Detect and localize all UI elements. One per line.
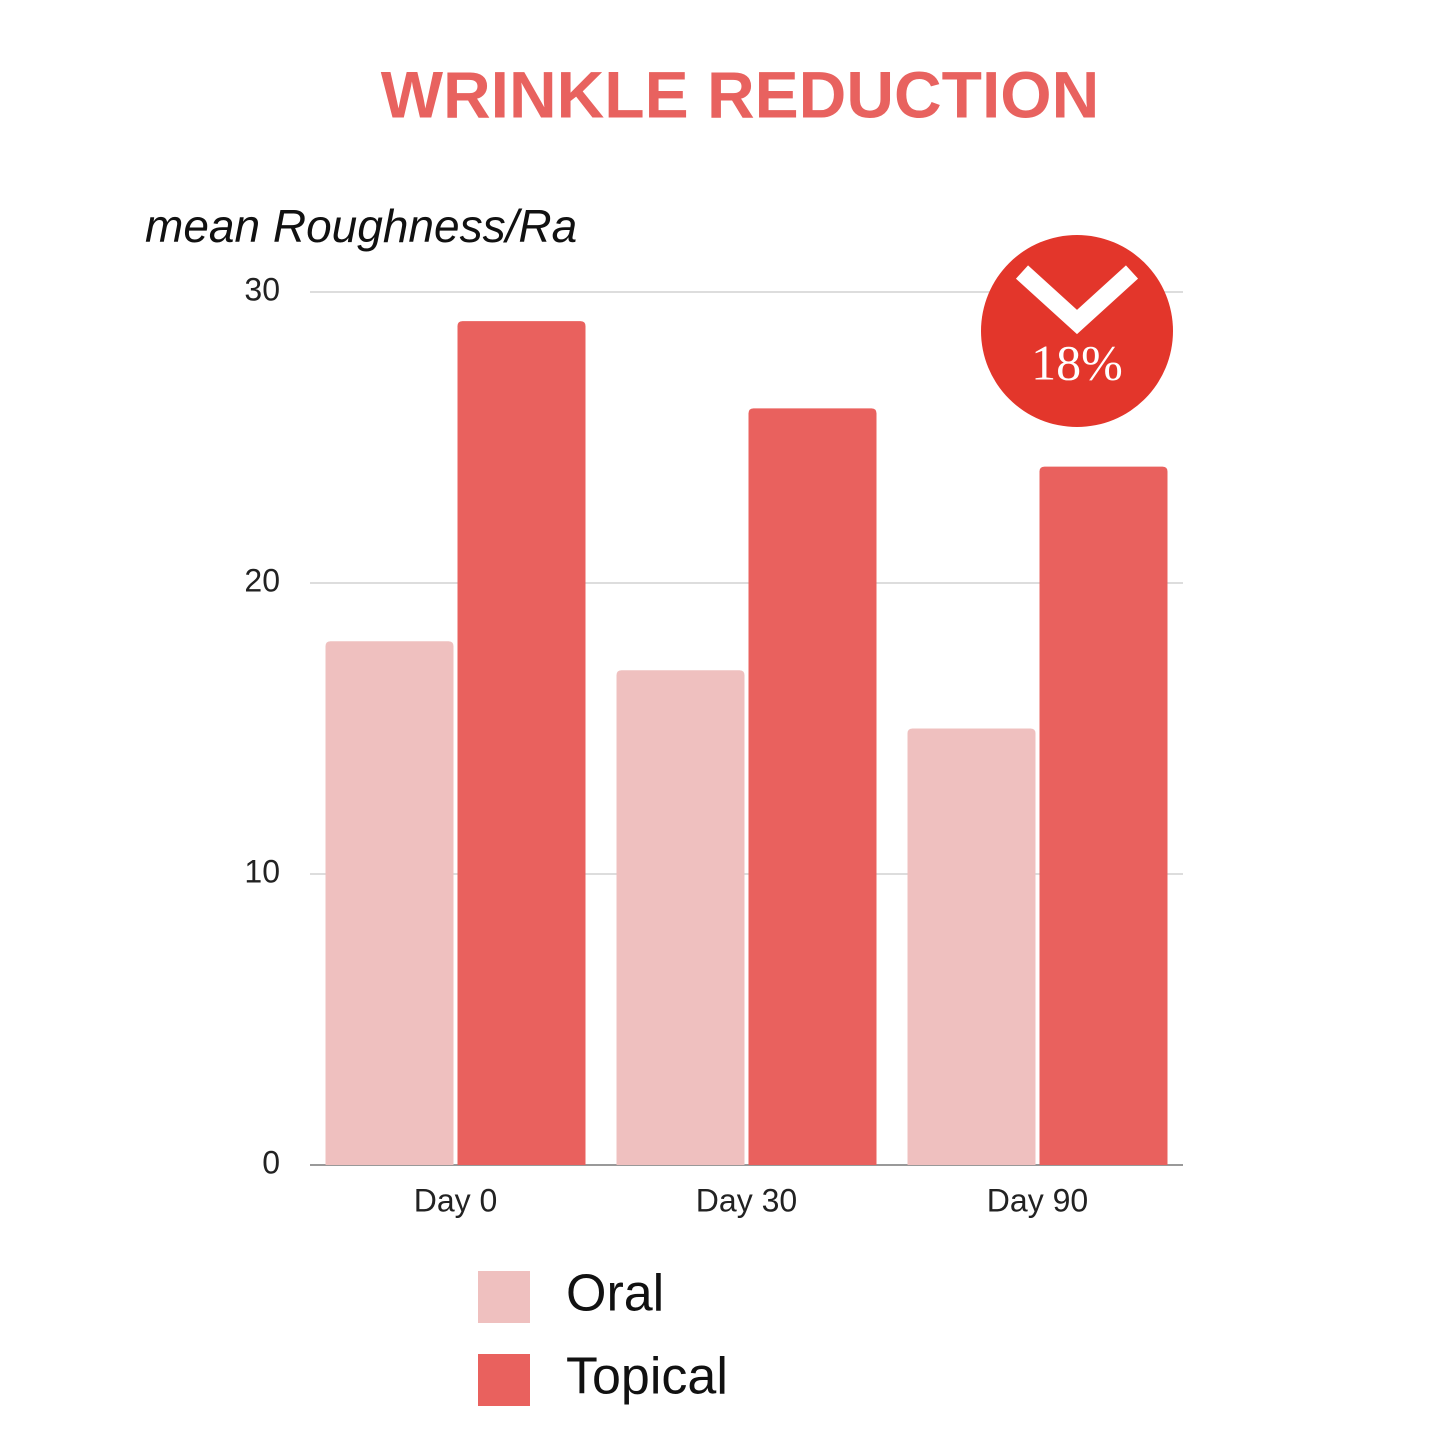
x-tick-label: Day 90 — [987, 1182, 1088, 1218]
x-tick-label: Day 0 — [414, 1182, 498, 1218]
legend-label: Oral — [566, 1265, 664, 1323]
y-tick-label: 30 — [244, 271, 280, 307]
bar — [748, 408, 877, 1165]
badge-check — [1015, 265, 1139, 335]
bar — [457, 321, 586, 1166]
y-tick-label: 20 — [244, 562, 280, 598]
bar — [907, 728, 1036, 1165]
legend-swatch — [478, 1354, 530, 1406]
bar — [616, 670, 745, 1165]
badge-label: 18% — [1031, 334, 1123, 390]
legend-swatch — [478, 1271, 530, 1323]
y-tick-label: 0 — [262, 1144, 280, 1180]
bar — [325, 641, 454, 1165]
legend-label: Topical — [566, 1348, 728, 1406]
bar — [1039, 466, 1168, 1166]
badge: 18% — [981, 235, 1173, 427]
y-tick-label: 10 — [244, 853, 280, 889]
chart-title: WRINKLE REDUCTION — [381, 57, 1100, 131]
x-tick-label: Day 30 — [696, 1182, 797, 1218]
y-axis-label: mean Roughness/Ra — [145, 200, 577, 252]
